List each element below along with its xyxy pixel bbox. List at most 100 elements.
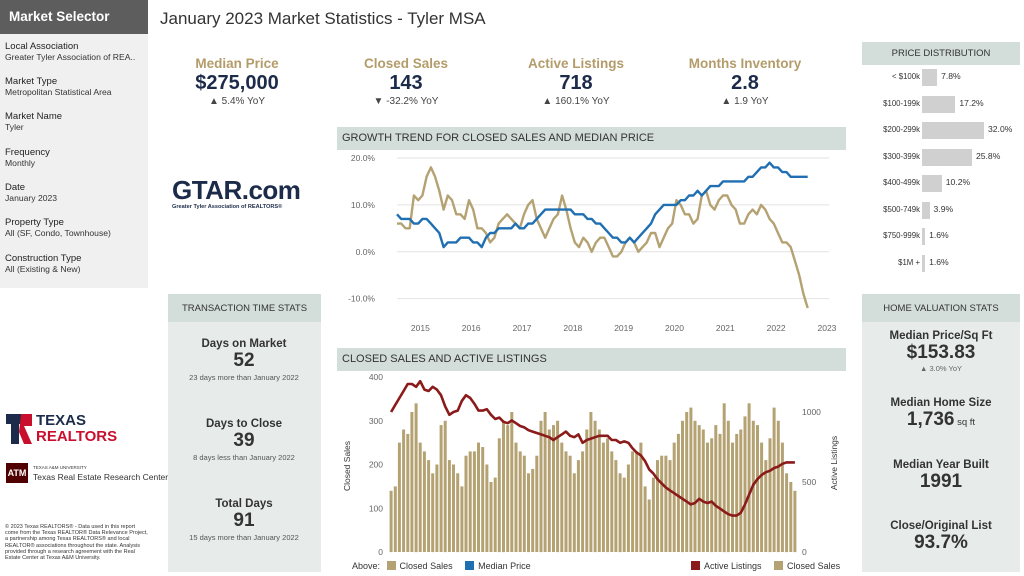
stat-value: 1,736	[906, 409, 955, 430]
x-tick-label: 2015	[411, 323, 430, 333]
date-select[interactable]: January 2023	[5, 193, 58, 203]
closed-sales-bar	[389, 490, 393, 553]
stat-label: Median Price/Sq Ft	[889, 330, 993, 342]
stat-label: Median Home Size	[890, 397, 992, 409]
construction-type-select[interactable]: All (Existing & New)	[5, 264, 81, 274]
closed-sales-bar	[464, 455, 468, 552]
stat-sub: 23 days more than January 2022	[189, 373, 299, 382]
legend-swatch-closed-sales-2	[774, 561, 784, 570]
kpi-value: 2.8	[731, 72, 759, 94]
stat-label: Total Days	[215, 498, 273, 510]
closed-sales-bar	[547, 429, 551, 552]
property-type-label: Property Type	[5, 217, 64, 228]
closed-sales-bar	[676, 433, 680, 552]
price-distribution-row: $500-749k 3.9%	[862, 200, 1020, 220]
closed-sales-bar	[660, 455, 664, 552]
price-distribution-row: $750-999k 1.6%	[862, 226, 1020, 246]
closed-sales-bar	[406, 433, 410, 552]
price-range-bar	[922, 254, 926, 272]
price-range-percent: 1.6%	[929, 256, 949, 267]
closed-sales-bar	[743, 416, 747, 552]
closed-sales-bar	[685, 412, 689, 552]
kpi-change: ▲ 160.1% YoY	[542, 96, 610, 107]
closed-sales-bar	[556, 420, 560, 553]
stat-unit: sq ft	[954, 417, 976, 428]
price-distribution-row: $300-399k 25.8%	[862, 147, 1020, 167]
home-valuation-header: HOME VALUATION STATS	[862, 294, 1020, 322]
price-range-bar	[922, 95, 956, 113]
x-tick-label: 2017	[513, 323, 532, 333]
price-range-bar	[922, 69, 938, 86]
closed-sales-bar	[527, 473, 530, 553]
frequency-select[interactable]: Monthly	[5, 158, 36, 168]
kpi-change: ▼ -32.2% YoY	[373, 96, 439, 107]
stat-label: Days on Market	[201, 338, 287, 350]
closed-sales-bar	[472, 451, 476, 552]
market-type-label: Market Type	[5, 76, 58, 87]
price-range-label: $500-749k	[883, 204, 920, 214]
closed-sales-bar	[522, 455, 526, 552]
sales-listings-chart-header: CLOSED SALES AND ACTIVE LISTINGS	[337, 348, 846, 371]
price-range-bar	[922, 122, 984, 139]
market-name-select[interactable]: Tyler	[5, 122, 24, 132]
closed-sales-bar	[447, 460, 451, 552]
closed-sales-bar	[497, 438, 501, 553]
closed-sales-bar	[739, 429, 743, 552]
closed-sales-bar	[647, 499, 651, 552]
closed-sales-bar	[477, 442, 480, 552]
closed-sales-bar	[776, 420, 780, 553]
closed-sales-bar	[772, 407, 776, 552]
property-type-select[interactable]: All (SF, Condo, Townhouse)	[5, 228, 111, 238]
closed-sales-bar	[552, 425, 555, 552]
legend-swatch-closed-sales	[386, 561, 396, 570]
kpi-title: Median Price	[195, 56, 279, 71]
closed-sales-bar	[793, 490, 797, 553]
closed-sales-bar	[397, 442, 401, 552]
texas-realtors-word-2: REALTORS	[36, 428, 118, 445]
y-tick-label: 0.0%	[356, 247, 376, 257]
kpi-value: 718	[559, 72, 593, 94]
gtar-logo-sub: Greater Tyler Association of REALTORS®	[172, 204, 283, 210]
growth-chart-header: GROWTH TREND FOR CLOSED SALES AND MEDIAN…	[337, 127, 846, 150]
transaction-time-panel	[168, 322, 321, 572]
closed-sales-bar	[514, 442, 518, 552]
y-tick-label: -10.0%	[348, 294, 375, 304]
price-range-percent: 32.0%	[988, 124, 1013, 134]
closed-sales-bar	[543, 412, 547, 552]
closed-sales-bar	[672, 442, 676, 552]
market-type-select[interactable]: Metropolitan Statistical Area	[5, 87, 112, 97]
price-range-percent: 25.8%	[975, 150, 1001, 161]
y-axis-label: Closed Sales	[342, 441, 352, 491]
closed-sales-bar	[689, 407, 693, 552]
price-range-label: $100-199k	[883, 98, 920, 108]
y-tick-label: 400	[369, 372, 383, 382]
price-range-label: $200-299k	[883, 125, 920, 134]
local-association-select[interactable]: Greater Tyler Association of REA..	[5, 52, 136, 62]
closed-sales-bar	[622, 477, 626, 552]
price-range-percent: 10.2%	[945, 177, 971, 187]
closed-sales-bar	[560, 442, 564, 552]
copyright-footer: © 2023 Texas REALTORS® - Data used in th…	[5, 524, 148, 562]
y2-tick-label: 1000	[802, 407, 821, 417]
closed-sales-bar	[614, 460, 618, 552]
kpi-value: $275,000	[195, 72, 279, 94]
closed-sales-bar	[710, 438, 714, 553]
price-distribution-row: $1M + 1.6%	[862, 253, 1020, 273]
stat-value: 1991	[919, 471, 963, 492]
tamu-mark-icon: ATM	[6, 463, 28, 483]
price-distribution-row: $100-199k 17.2%	[862, 94, 1020, 114]
closed-sales-bar	[589, 412, 593, 552]
stat-label: Median Year Built	[893, 459, 989, 471]
y2-tick-label: 500	[802, 477, 816, 487]
closed-sales-bar	[402, 429, 406, 552]
gtar-logo-main: GTAR.com	[172, 175, 301, 205]
closed-sales-bar	[714, 425, 718, 552]
local-association-label: Local Association	[5, 41, 79, 52]
date-label: Date	[5, 182, 26, 193]
closed-sales-bar	[443, 420, 447, 553]
x-tick-label: 2018	[563, 323, 582, 333]
x-tick-label: 2021	[716, 323, 735, 333]
price-distribution-row: $400-499k 10.2%	[862, 173, 1020, 193]
closed-sales-bar	[468, 451, 472, 552]
price-distribution-row: $200-299k 32.0%	[862, 120, 1020, 140]
